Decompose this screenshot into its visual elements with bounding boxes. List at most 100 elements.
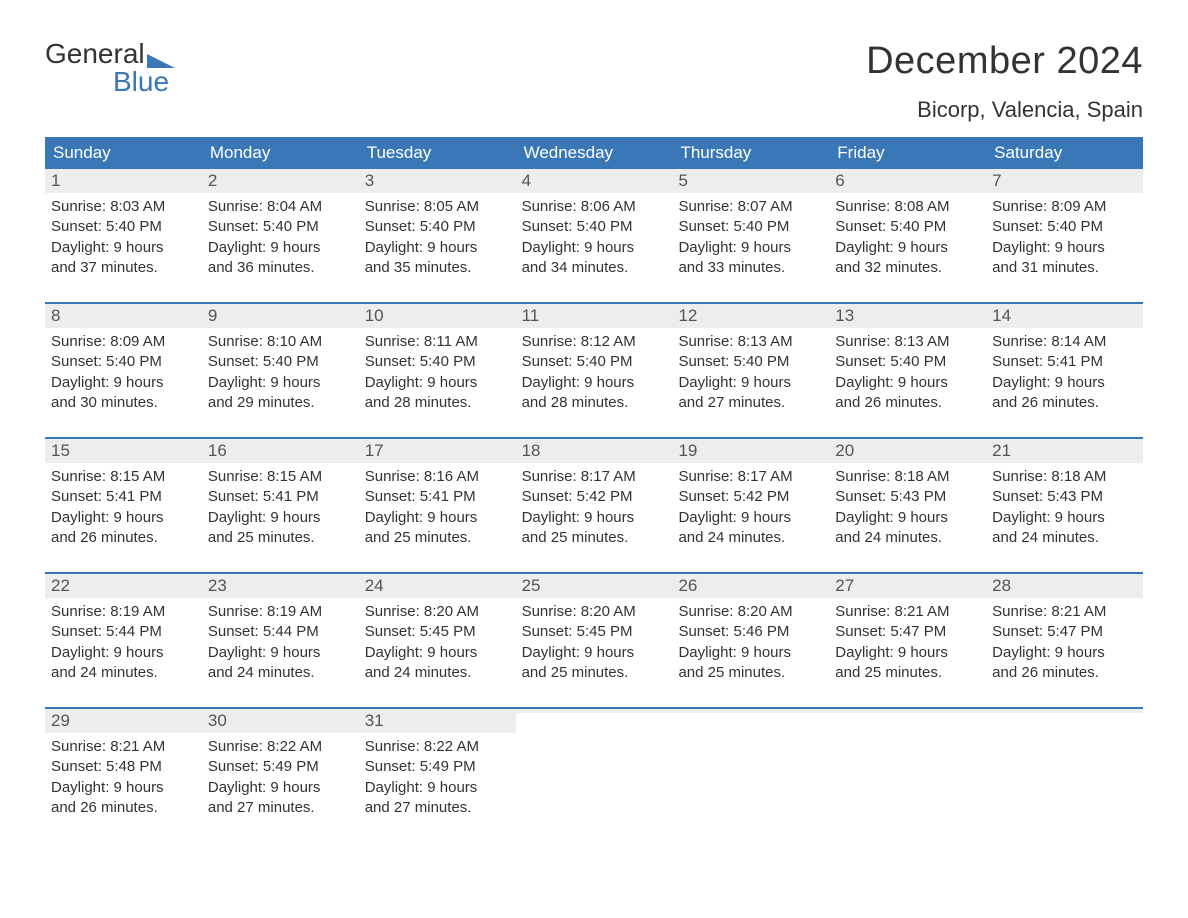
day-number: 9 bbox=[208, 306, 217, 325]
daylight-line-2: and 33 minutes. bbox=[678, 258, 823, 278]
day-body: Sunrise: 8:17 AMSunset: 5:42 PMDaylight:… bbox=[672, 463, 829, 554]
day-number-row bbox=[516, 709, 673, 713]
day-cell: 15Sunrise: 8:15 AMSunset: 5:41 PMDayligh… bbox=[45, 439, 202, 554]
day-number-row: 21 bbox=[986, 439, 1143, 463]
sunset-line: Sunset: 5:44 PM bbox=[51, 622, 196, 642]
daylight-line-1: Daylight: 9 hours bbox=[522, 643, 667, 663]
day-cell: 30Sunrise: 8:22 AMSunset: 5:49 PMDayligh… bbox=[202, 709, 359, 824]
sunset-line: Sunset: 5:40 PM bbox=[522, 352, 667, 372]
day-header: Wednesday bbox=[516, 137, 673, 169]
day-cell: 3Sunrise: 8:05 AMSunset: 5:40 PMDaylight… bbox=[359, 169, 516, 284]
sunset-line: Sunset: 5:40 PM bbox=[992, 217, 1137, 237]
daylight-line-2: and 25 minutes. bbox=[835, 663, 980, 683]
day-number-row: 24 bbox=[359, 574, 516, 598]
daylight-line-2: and 25 minutes. bbox=[522, 528, 667, 548]
day-number-row: 5 bbox=[672, 169, 829, 193]
day-number-row: 25 bbox=[516, 574, 673, 598]
day-number: 21 bbox=[992, 441, 1011, 460]
day-number-row: 14 bbox=[986, 304, 1143, 328]
sunrise-line: Sunrise: 8:20 AM bbox=[678, 602, 823, 622]
logo-top-row: General bbox=[45, 40, 175, 68]
day-body: Sunrise: 8:05 AMSunset: 5:40 PMDaylight:… bbox=[359, 193, 516, 284]
day-number: 10 bbox=[365, 306, 384, 325]
day-body: Sunrise: 8:20 AMSunset: 5:45 PMDaylight:… bbox=[516, 598, 673, 689]
calendar: SundayMondayTuesdayWednesdayThursdayFrid… bbox=[45, 137, 1143, 824]
sunrise-line: Sunrise: 8:09 AM bbox=[992, 197, 1137, 217]
week-row: 29Sunrise: 8:21 AMSunset: 5:48 PMDayligh… bbox=[45, 707, 1143, 824]
title-block: December 2024 Bicorp, Valencia, Spain bbox=[866, 40, 1143, 129]
sunrise-line: Sunrise: 8:15 AM bbox=[51, 467, 196, 487]
daylight-line-2: and 29 minutes. bbox=[208, 393, 353, 413]
day-cell: 22Sunrise: 8:19 AMSunset: 5:44 PMDayligh… bbox=[45, 574, 202, 689]
sunrise-line: Sunrise: 8:09 AM bbox=[51, 332, 196, 352]
day-number: 11 bbox=[522, 306, 540, 325]
daylight-line-1: Daylight: 9 hours bbox=[208, 508, 353, 528]
sunrise-line: Sunrise: 8:04 AM bbox=[208, 197, 353, 217]
sunrise-line: Sunrise: 8:13 AM bbox=[835, 332, 980, 352]
daylight-line-2: and 28 minutes. bbox=[522, 393, 667, 413]
daylight-line-2: and 27 minutes. bbox=[365, 798, 510, 818]
day-number-row: 11 bbox=[516, 304, 673, 328]
week-row: 8Sunrise: 8:09 AMSunset: 5:40 PMDaylight… bbox=[45, 302, 1143, 419]
day-number: 15 bbox=[51, 441, 70, 460]
daylight-line-1: Daylight: 9 hours bbox=[365, 643, 510, 663]
day-number: 29 bbox=[51, 711, 70, 730]
day-cell: 26Sunrise: 8:20 AMSunset: 5:46 PMDayligh… bbox=[672, 574, 829, 689]
sunrise-line: Sunrise: 8:18 AM bbox=[835, 467, 980, 487]
day-body: Sunrise: 8:19 AMSunset: 5:44 PMDaylight:… bbox=[202, 598, 359, 689]
daylight-line-1: Daylight: 9 hours bbox=[522, 238, 667, 258]
sunset-line: Sunset: 5:40 PM bbox=[365, 217, 510, 237]
sunrise-line: Sunrise: 8:20 AM bbox=[365, 602, 510, 622]
day-cell: 5Sunrise: 8:07 AMSunset: 5:40 PMDaylight… bbox=[672, 169, 829, 284]
sunrise-line: Sunrise: 8:10 AM bbox=[208, 332, 353, 352]
daylight-line-1: Daylight: 9 hours bbox=[51, 778, 196, 798]
day-number-row: 31 bbox=[359, 709, 516, 733]
daylight-line-1: Daylight: 9 hours bbox=[992, 373, 1137, 393]
day-number-row: 29 bbox=[45, 709, 202, 733]
daylight-line-1: Daylight: 9 hours bbox=[208, 373, 353, 393]
day-header: Saturday bbox=[986, 137, 1143, 169]
daylight-line-2: and 24 minutes. bbox=[678, 528, 823, 548]
day-cell bbox=[516, 709, 673, 824]
sunset-line: Sunset: 5:47 PM bbox=[992, 622, 1137, 642]
day-cell: 31Sunrise: 8:22 AMSunset: 5:49 PMDayligh… bbox=[359, 709, 516, 824]
day-number: 1 bbox=[51, 171, 60, 190]
sunset-line: Sunset: 5:45 PM bbox=[522, 622, 667, 642]
day-number: 25 bbox=[522, 576, 541, 595]
day-number: 8 bbox=[51, 306, 60, 325]
day-body: Sunrise: 8:22 AMSunset: 5:49 PMDaylight:… bbox=[359, 733, 516, 824]
day-body: Sunrise: 8:09 AMSunset: 5:40 PMDaylight:… bbox=[45, 328, 202, 419]
day-cell: 24Sunrise: 8:20 AMSunset: 5:45 PMDayligh… bbox=[359, 574, 516, 689]
day-number-row bbox=[829, 709, 986, 713]
sunset-line: Sunset: 5:40 PM bbox=[678, 217, 823, 237]
daylight-line-1: Daylight: 9 hours bbox=[208, 238, 353, 258]
daylight-line-1: Daylight: 9 hours bbox=[992, 643, 1137, 663]
sunset-line: Sunset: 5:44 PM bbox=[208, 622, 353, 642]
location: Bicorp, Valencia, Spain bbox=[866, 97, 1143, 123]
sunset-line: Sunset: 5:43 PM bbox=[835, 487, 980, 507]
day-cell: 10Sunrise: 8:11 AMSunset: 5:40 PMDayligh… bbox=[359, 304, 516, 419]
day-cell: 9Sunrise: 8:10 AMSunset: 5:40 PMDaylight… bbox=[202, 304, 359, 419]
day-number-row: 28 bbox=[986, 574, 1143, 598]
sunrise-line: Sunrise: 8:15 AM bbox=[208, 467, 353, 487]
sunrise-line: Sunrise: 8:06 AM bbox=[522, 197, 667, 217]
daylight-line-1: Daylight: 9 hours bbox=[365, 778, 510, 798]
day-body: Sunrise: 8:13 AMSunset: 5:40 PMDaylight:… bbox=[672, 328, 829, 419]
daylight-line-2: and 26 minutes. bbox=[992, 663, 1137, 683]
day-number-row: 8 bbox=[45, 304, 202, 328]
daylight-line-2: and 24 minutes. bbox=[835, 528, 980, 548]
day-number-row: 13 bbox=[829, 304, 986, 328]
day-number: 5 bbox=[678, 171, 687, 190]
daylight-line-2: and 24 minutes. bbox=[365, 663, 510, 683]
sunset-line: Sunset: 5:40 PM bbox=[835, 217, 980, 237]
daylight-line-1: Daylight: 9 hours bbox=[835, 508, 980, 528]
sunrise-line: Sunrise: 8:22 AM bbox=[365, 737, 510, 757]
day-number-row: 22 bbox=[45, 574, 202, 598]
day-body: Sunrise: 8:14 AMSunset: 5:41 PMDaylight:… bbox=[986, 328, 1143, 419]
day-cell: 20Sunrise: 8:18 AMSunset: 5:43 PMDayligh… bbox=[829, 439, 986, 554]
day-header: Monday bbox=[202, 137, 359, 169]
sunset-line: Sunset: 5:42 PM bbox=[522, 487, 667, 507]
daylight-line-2: and 24 minutes. bbox=[992, 528, 1137, 548]
day-body: Sunrise: 8:08 AMSunset: 5:40 PMDaylight:… bbox=[829, 193, 986, 284]
day-cell: 14Sunrise: 8:14 AMSunset: 5:41 PMDayligh… bbox=[986, 304, 1143, 419]
